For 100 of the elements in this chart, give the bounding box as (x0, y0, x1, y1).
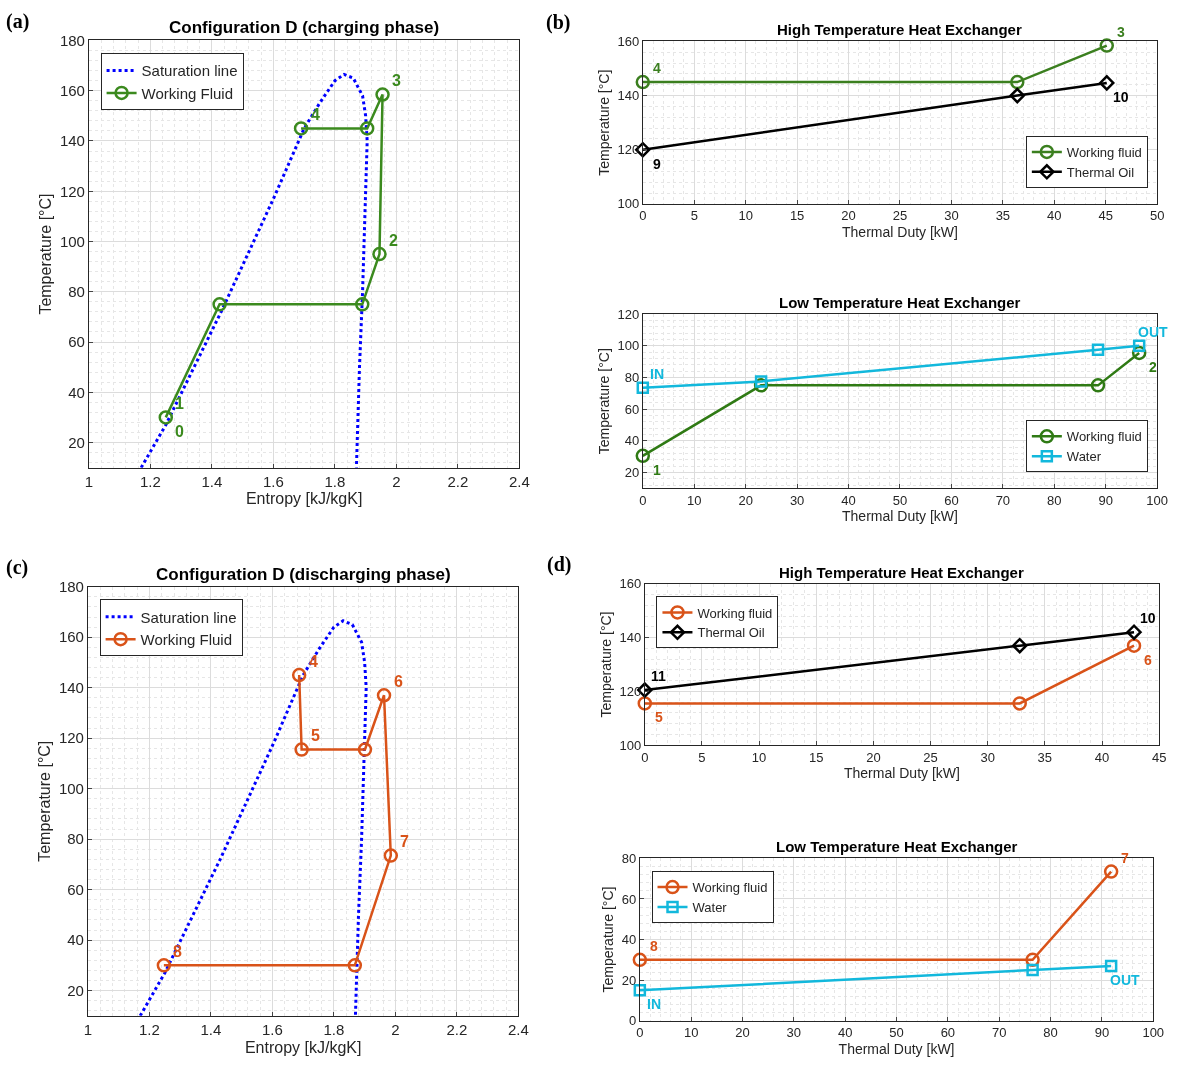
point (375, 87, 390, 102)
x-axis-title: Thermal Duty [kW] (842, 508, 958, 525)
legend-label: Saturation line (140, 608, 237, 626)
y-tick-label: 40 (67, 931, 84, 949)
point (1104, 959, 1118, 973)
x-tick-label: 1.4 (201, 472, 223, 490)
x-axis-title: Thermal Duty [kW] (844, 765, 960, 782)
x-tick-label: 80 (1047, 492, 1062, 508)
annotation: 2 (1149, 359, 1157, 375)
annotation: 2 (389, 232, 398, 249)
x-tick-label: 30 (944, 208, 959, 224)
y-axis-title: Temperature [°C] (598, 611, 615, 718)
x-tick-label: 2 (391, 1020, 400, 1038)
chart-title: High Temperature Heat Exchanger (777, 21, 1022, 38)
text: (b) (546, 11, 571, 34)
x-tick-label: 100 (1146, 492, 1169, 508)
legend-label: Working fluid (1066, 429, 1142, 445)
y-axis-title: Temperature [°C] (35, 740, 53, 862)
y-tick-label: 100 (617, 196, 640, 212)
x-tick-label: 50 (889, 1025, 904, 1041)
point (1090, 378, 1106, 393)
y-tick-label: 80 (624, 370, 640, 385)
point (1009, 87, 1026, 104)
point (635, 74, 651, 90)
x-tick-label: 2.2 (447, 472, 469, 490)
y-tick-label: 120 (619, 683, 642, 699)
point (1099, 38, 1115, 53)
point (1012, 696, 1027, 711)
x-tick-label: 15 (809, 749, 824, 765)
x-tick-label: 50 (1149, 208, 1165, 224)
x-tick-label: 1.2 (138, 1020, 160, 1038)
point (294, 742, 309, 757)
y-tick-label: 120 (59, 182, 85, 200)
x-tick-label: 15 (789, 208, 805, 224)
x-tick-label: 5 (698, 749, 706, 765)
x-tick-label: 70 (991, 1025, 1007, 1041)
x-tick-label: 1.6 (261, 1020, 283, 1038)
legend-label: Working fluid (692, 880, 768, 896)
x-tick-label: 2.2 (446, 1020, 468, 1038)
annotation: 7 (400, 833, 409, 850)
point (636, 381, 650, 394)
annotation: 8 (650, 938, 658, 954)
point (1126, 624, 1142, 640)
annotation: 8 (173, 943, 182, 960)
point (383, 848, 399, 863)
point (1126, 638, 1142, 653)
legend-label: Working Fluid (141, 84, 234, 102)
annotation: 1 (175, 395, 184, 412)
annotation: 3 (1117, 24, 1125, 40)
x-tick-label: 90 (1094, 1025, 1110, 1041)
y-tick-label: 140 (617, 88, 640, 104)
legend-label: Saturation line (141, 62, 238, 80)
y-tick-label: 160 (619, 576, 642, 592)
point (632, 952, 648, 968)
y-tick-label: 160 (58, 628, 84, 646)
y-tick-label: 160 (59, 81, 85, 99)
y-tick-label: 20 (68, 433, 85, 451)
annotation: 10 (1140, 610, 1156, 626)
y-tick-label: 20 (67, 981, 84, 999)
x-tick-label: 40 (1047, 208, 1062, 224)
y-tick-label: 140 (59, 132, 85, 150)
x-tick-label: 35 (1037, 749, 1053, 765)
point (212, 297, 227, 312)
x-tick-label: 30 (786, 1025, 802, 1041)
annotation: 10 (1113, 89, 1129, 105)
x-tick-label: 10 (751, 749, 767, 765)
point (1010, 74, 1025, 90)
x-tick-label: 45 (1098, 208, 1113, 224)
y-tick-label: 140 (619, 630, 642, 646)
legend-label: Working fluid (1066, 145, 1142, 161)
x-axis-title: Entropy [kJ/kgK] (245, 490, 363, 508)
point (1103, 864, 1119, 879)
x-tick-label: 20 (866, 749, 881, 765)
y-tick-label: 120 (617, 306, 640, 322)
x-tick-label: 2.4 (507, 1020, 529, 1038)
y-tick-label: 100 (619, 737, 642, 753)
x-tick-label: 1 (83, 1020, 93, 1038)
y-tick-label: 180 (58, 577, 84, 595)
x-axis-title: Entropy [kJ/kgK] (244, 1038, 362, 1056)
legend-label: Water (692, 899, 728, 915)
legend-label: Working fluid (697, 605, 773, 621)
x-axis-title: Thermal Duty [kW] (842, 223, 958, 240)
chart-title: Low Temperature Heat Exchanger (779, 294, 1021, 311)
x-tick-label: 1.8 (324, 472, 346, 490)
y-tick-label: 20 (621, 972, 637, 988)
x-tick-label: 1.8 (323, 1020, 345, 1038)
x-tick-label: 1.6 (262, 472, 284, 490)
x-tick-label: 60 (944, 492, 959, 508)
x-tick-label: 70 (995, 492, 1011, 508)
y-tick-label: 100 (617, 338, 640, 354)
y-tick-label: 140 (58, 678, 84, 696)
annotation: 1 (653, 462, 661, 478)
x-tick-label: 30 (789, 492, 805, 508)
y-axis-title: Temperature [°C] (596, 69, 613, 176)
point (293, 121, 309, 136)
x-tick-label: 25 (923, 749, 938, 765)
annotation: 0 (175, 423, 184, 440)
point (156, 958, 172, 973)
point (1099, 75, 1115, 91)
annotation: 3 (392, 72, 401, 89)
